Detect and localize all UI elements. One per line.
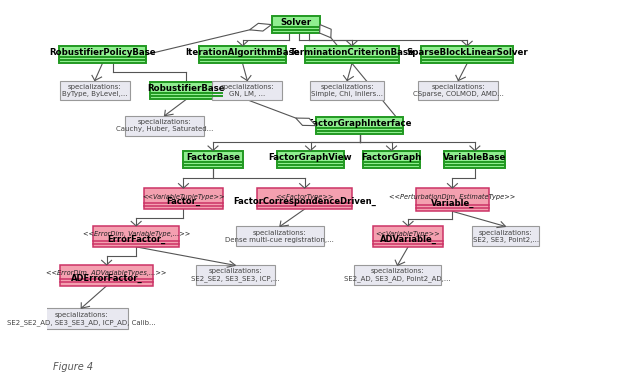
Text: specializations:
ByType, ByLevel,...: specializations: ByType, ByLevel,... — [62, 84, 127, 97]
Polygon shape — [250, 23, 271, 31]
Text: ErrorFactor_: ErrorFactor_ — [107, 235, 165, 244]
Text: FactorBase: FactorBase — [186, 153, 240, 162]
Polygon shape — [296, 118, 316, 126]
Text: FactorCorrespondenceDriven_: FactorCorrespondenceDriven_ — [233, 197, 376, 206]
FancyBboxPatch shape — [419, 81, 498, 100]
Text: <<ErrorDim, VariableType,...>>: <<ErrorDim, VariableType,...>> — [83, 231, 190, 237]
FancyBboxPatch shape — [354, 265, 441, 285]
Text: RobustifierPolicyBase: RobustifierPolicyBase — [49, 48, 156, 57]
FancyBboxPatch shape — [34, 308, 129, 329]
Text: Solver: Solver — [280, 18, 311, 27]
Text: Figure 4: Figure 4 — [53, 362, 93, 372]
Text: TerminationCriterionBase: TerminationCriterionBase — [289, 48, 414, 57]
FancyBboxPatch shape — [184, 150, 243, 168]
FancyBboxPatch shape — [416, 188, 489, 211]
Text: <<PerturbationDim, EstimateType>>: <<PerturbationDim, EstimateType>> — [389, 195, 516, 201]
FancyBboxPatch shape — [373, 226, 443, 247]
Text: VariableBase: VariableBase — [443, 153, 506, 162]
FancyBboxPatch shape — [362, 150, 420, 168]
Text: Variable_: Variable_ — [431, 199, 474, 208]
Text: specializations:
CSparse, COLMOD, AMD...: specializations: CSparse, COLMOD, AMD... — [413, 84, 504, 97]
FancyBboxPatch shape — [60, 81, 130, 100]
Text: specializations:
SE2_SE2_AD, SE3_SE3_AD, ICP_AD, Calib...: specializations: SE2_SE2_AD, SE3_SE3_AD,… — [7, 312, 156, 326]
FancyBboxPatch shape — [472, 227, 539, 246]
Text: specializations:
Cauchy, Huber, Saturated...: specializations: Cauchy, Huber, Saturate… — [116, 119, 213, 132]
Text: SparseBlockLinearSolver: SparseBlockLinearSolver — [406, 48, 528, 57]
FancyBboxPatch shape — [310, 81, 384, 100]
Text: FactorGraph: FactorGraph — [362, 153, 422, 162]
FancyBboxPatch shape — [212, 81, 282, 100]
Text: <<VariableType>>: <<VariableType>> — [376, 231, 440, 237]
Text: Factor_: Factor_ — [166, 197, 200, 206]
Text: FactorGraphView: FactorGraphView — [269, 153, 353, 162]
Text: ADErrorFactor_: ADErrorFactor_ — [71, 274, 143, 283]
Text: <<FactorType>>: <<FactorType>> — [275, 193, 334, 199]
Text: specializations:
Simple, Chi, Inilers...: specializations: Simple, Chi, Inilers... — [311, 84, 383, 97]
Text: FactorGraphInterface: FactorGraphInterface — [307, 119, 412, 128]
FancyBboxPatch shape — [150, 82, 223, 99]
FancyBboxPatch shape — [236, 227, 324, 246]
Text: ADVariable_: ADVariable_ — [380, 235, 436, 244]
Text: <<ErrorDim, ADVariableTypes,...>>: <<ErrorDim, ADVariableTypes,...>> — [47, 270, 167, 276]
FancyBboxPatch shape — [196, 265, 275, 285]
FancyBboxPatch shape — [59, 46, 146, 63]
Text: IterationAlgorithmBase: IterationAlgorithmBase — [186, 48, 300, 57]
FancyBboxPatch shape — [199, 46, 286, 63]
FancyBboxPatch shape — [60, 265, 154, 286]
FancyBboxPatch shape — [257, 188, 352, 209]
FancyBboxPatch shape — [144, 188, 223, 209]
Text: specializations:
SE2_SE2, SE3_SE3, ICP,...: specializations: SE2_SE2, SE3_SE3, ICP,.… — [191, 268, 280, 282]
FancyBboxPatch shape — [277, 150, 344, 168]
Text: specializations:
SE2, SE3, Point2,...: specializations: SE2, SE3, Point2,... — [472, 230, 539, 243]
Text: specializations:
SE2_AD, SE3_AD, Point2_AD,...: specializations: SE2_AD, SE3_AD, Point2_… — [344, 268, 451, 282]
Text: RobustifierBase: RobustifierBase — [148, 84, 225, 93]
Text: specializations:
Dense multi-cue registration,...: specializations: Dense multi-cue registr… — [225, 230, 334, 243]
Text: specializations:
GN, LM, ...: specializations: GN, LM, ... — [220, 84, 274, 97]
Polygon shape — [319, 25, 331, 38]
FancyBboxPatch shape — [125, 116, 204, 136]
FancyBboxPatch shape — [316, 117, 403, 135]
FancyBboxPatch shape — [444, 150, 506, 168]
FancyBboxPatch shape — [271, 16, 320, 34]
FancyBboxPatch shape — [421, 46, 513, 63]
Text: <<VariableTupleType>>: <<VariableTupleType>> — [142, 193, 225, 199]
FancyBboxPatch shape — [305, 46, 399, 63]
FancyBboxPatch shape — [93, 226, 179, 247]
